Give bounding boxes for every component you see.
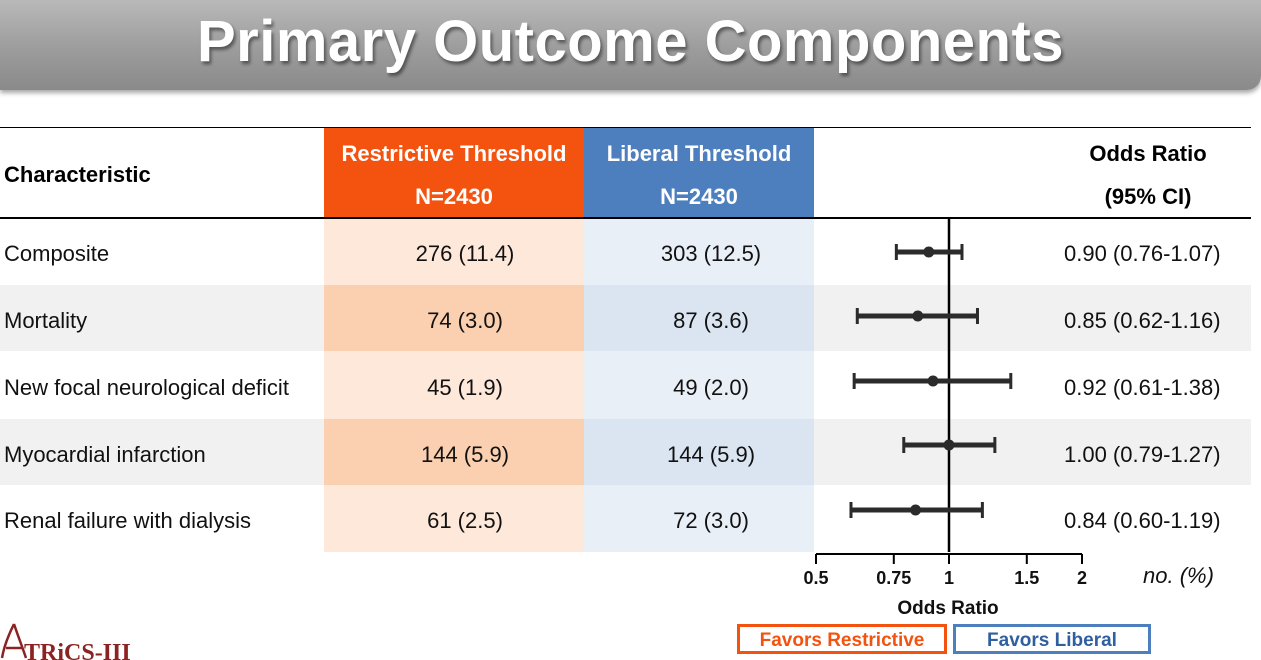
row-liberal-value: 144 (5.9) <box>666 442 756 467</box>
row-or-text: 0.84 (0.60-1.19) <box>1064 508 1221 533</box>
restrictive-cell-bg <box>324 218 584 285</box>
row-characteristic: Renal failure with dialysis <box>4 508 251 533</box>
header-restrictive-n: N=2430 <box>415 184 493 209</box>
row-liberal-value: 87 (3.6) <box>673 308 749 333</box>
row-liberal-value: 303 (12.5) <box>660 241 762 266</box>
logo-text: TRiCS-III <box>24 640 131 660</box>
row-characteristic: Myocardial infarction <box>4 442 206 467</box>
x-tick-label: 1 <box>944 568 954 588</box>
header-or-ci: (95% CI) <box>1104 184 1192 209</box>
forest-axis-label: Odds Ratio <box>897 598 998 619</box>
header-liberal-label: Liberal Threshold <box>606 141 792 166</box>
row-restrictive-value: 74 (3.0) <box>427 308 503 333</box>
x-tick-label: 2 <box>1077 568 1087 588</box>
row-restrictive-value: 276 (11.4) <box>415 241 515 266</box>
row-liberal-value: 72 (3.0) <box>673 508 749 533</box>
liberal-cell-bg <box>584 285 814 351</box>
row-or-text: 0.85 (0.62-1.16) <box>1064 308 1221 333</box>
header-bottom-rule <box>0 217 1251 219</box>
favors-liberal-label: Favors Liberal <box>953 624 1151 654</box>
title-bar: Primary Outcome Components <box>0 0 1261 90</box>
favors-restrictive-label: Favors Restrictive <box>737 624 947 654</box>
liberal-cell-bg <box>584 351 814 419</box>
row-characteristic: New focal neurological deficit <box>4 375 289 400</box>
point-estimate <box>910 504 922 516</box>
trics-logo-mark: TRiCS-III <box>0 623 131 660</box>
row-restrictive-value: 61 (2.5) <box>427 508 503 533</box>
liberal-cell-bg <box>584 419 814 485</box>
units-note: no. (%) <box>1143 563 1214 588</box>
row-characteristic: Composite <box>4 241 110 266</box>
x-tick-label: 0.75 <box>876 568 911 588</box>
restrictive-cell-bg <box>324 351 584 419</box>
row-characteristic: Mortality <box>4 308 88 333</box>
row-restrictive-value: 144 (5.9) <box>420 442 510 467</box>
trics-logo: TRiCS-III <box>0 618 150 660</box>
row-or-text: 1.00 (0.79-1.27) <box>1064 442 1221 467</box>
slide-title: Primary Outcome Components <box>196 9 1065 74</box>
point-estimate <box>927 375 939 387</box>
header-or-label: Odds Ratio <box>1089 141 1207 166</box>
row-liberal-value: 49 (2.0) <box>673 375 749 400</box>
row-or-text: 0.90 (0.76-1.07) <box>1064 241 1221 266</box>
restrictive-cell-bg <box>324 285 584 351</box>
liberal-header-bg <box>584 128 814 218</box>
row-restrictive-value: 45 (1.9) <box>427 375 503 400</box>
x-tick-label: 1.5 <box>1014 568 1039 588</box>
row-or-text: 0.92 (0.61-1.38) <box>1064 375 1221 400</box>
table-top-rule <box>0 127 1251 128</box>
header-characteristic: Characteristic <box>4 162 151 187</box>
liberal-cell-bg <box>584 218 814 285</box>
header-liberal-n: N=2430 <box>660 184 738 209</box>
restrictive-cell-bg <box>324 419 584 485</box>
liberal-cell-bg <box>584 485 814 552</box>
restrictive-header-bg <box>324 128 584 218</box>
restrictive-cell-bg <box>324 485 584 552</box>
header-restrictive-label: Restrictive Threshold <box>341 141 567 166</box>
x-tick-label: 0.5 <box>803 568 828 588</box>
point-estimate <box>923 246 935 258</box>
